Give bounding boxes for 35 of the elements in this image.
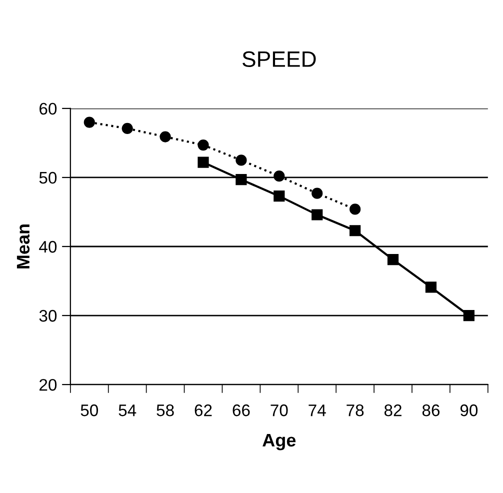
point [198, 156, 209, 168]
point [236, 154, 247, 166]
point [236, 174, 247, 186]
point [160, 131, 171, 142]
point [312, 188, 323, 199]
x-tick-label: 66 [232, 404, 250, 416]
x-axis-title: Age [262, 434, 296, 450]
point [387, 254, 399, 266]
point [350, 204, 361, 215]
x-tick-label: 58 [156, 404, 174, 416]
point [312, 209, 323, 220]
point [84, 116, 95, 128]
point [274, 190, 285, 202]
point [122, 122, 133, 134]
x-tick-label: 62 [194, 404, 212, 416]
point [274, 170, 285, 182]
point [350, 225, 361, 236]
point [425, 282, 437, 293]
chart-title: SPEED [242, 51, 316, 68]
y-tick-label: 50 [39, 172, 57, 184]
y-tick-label: 20 [40, 378, 57, 391]
x-tick-label: 82 [384, 404, 402, 416]
x-tick-label: 50 [80, 404, 98, 416]
y-tick-label: 40 [39, 240, 57, 253]
x-tick-label: 74 [308, 404, 326, 416]
x-tick-label: 90 [460, 404, 478, 416]
x-tick-label: 86 [422, 404, 440, 416]
y-tick-label: 30 [39, 310, 57, 322]
y-axis-title: Mean [16, 224, 30, 268]
x-tick-label: 78 [346, 404, 364, 416]
x-tick-label: 54 [118, 404, 136, 416]
x-tick-label: 70 [270, 404, 288, 416]
point [463, 310, 474, 322]
y-tick-label: 60 [40, 102, 57, 115]
point [198, 139, 209, 151]
